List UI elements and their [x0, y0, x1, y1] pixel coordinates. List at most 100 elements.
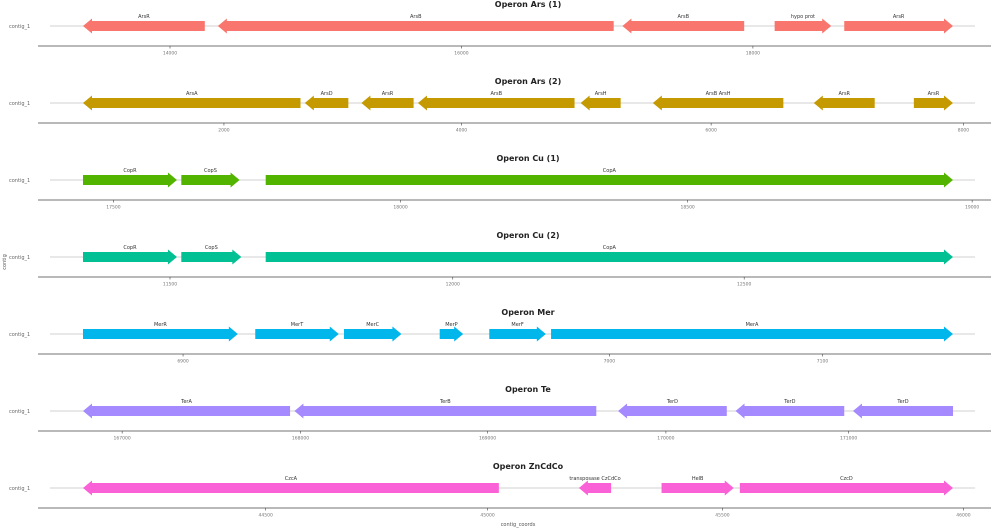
gene-label: HelB	[692, 476, 704, 482]
x-tick-label: 7000	[604, 359, 616, 365]
gene-arrow	[489, 326, 546, 342]
x-tick-label: 12500	[737, 282, 751, 288]
contig-label: contig_1	[9, 486, 30, 492]
gene-arrow	[844, 18, 953, 34]
x-tick-label: 18000	[393, 205, 407, 211]
panel-title: Operon Cu (1)	[496, 154, 559, 163]
x-tick-label: 11500	[163, 282, 177, 288]
gene-label: ArsH	[595, 91, 607, 97]
x-axis-title: contig_coords	[501, 522, 536, 528]
x-tick-label: 168000	[292, 436, 309, 442]
x-tick-label: 6000	[705, 128, 717, 134]
gene-label: ArsB	[410, 14, 422, 20]
x-tick-label: 18500	[680, 205, 694, 211]
gene-label: ArsR	[838, 91, 850, 97]
gene-label: CopS	[204, 168, 217, 174]
x-tick-label: 170000	[657, 436, 674, 442]
gene-arrow	[83, 249, 177, 265]
x-tick-label: 167000	[114, 436, 131, 442]
x-tick-label: 45500	[715, 513, 729, 519]
gene-arrow	[265, 249, 953, 265]
gene-arrow	[83, 95, 301, 111]
gene-label: TerB	[439, 399, 451, 405]
contig-label: contig_1	[9, 101, 30, 107]
x-tick-label: 14000	[163, 51, 177, 57]
x-tick-label: 46000	[956, 513, 970, 519]
gene-label: CzcA	[285, 476, 298, 482]
gene-arrow	[652, 95, 784, 111]
gene-label: ArsR	[138, 14, 150, 20]
gene-arrow	[551, 326, 953, 342]
gene-arrow	[304, 95, 349, 111]
gene-arrow	[83, 172, 177, 188]
contig-label: contig_1	[9, 24, 30, 30]
gene-label: MerA	[746, 322, 759, 328]
gene-label: TerD	[896, 399, 908, 405]
gene-arrow	[578, 480, 612, 496]
gene-arrow	[417, 95, 575, 111]
panel-title: Operon Mer	[501, 308, 554, 317]
gene-label: CopS	[205, 245, 218, 251]
y-axis-title: contig	[2, 254, 8, 270]
gene-arrow	[181, 249, 242, 265]
gene-arrow	[181, 172, 240, 188]
x-tick-label: 44500	[259, 513, 273, 519]
gene-label: ArsR	[893, 14, 905, 20]
x-tick-label: 8000	[958, 128, 970, 134]
panel-title: Operon Ars (2)	[495, 77, 561, 86]
x-tick-label: 17500	[106, 205, 120, 211]
gene-label: MerP	[445, 322, 457, 328]
x-tick-label: 171000	[840, 436, 857, 442]
panel-title: Operon Cu (2)	[496, 231, 559, 240]
x-tick-label: 169000	[479, 436, 496, 442]
x-tick-label: 2000	[218, 128, 230, 134]
gene-arrow	[294, 403, 597, 419]
gene-label: transposase CzCdCo	[569, 476, 620, 482]
gene-arrow	[622, 18, 745, 34]
panel-title: Operon Ars (1)	[495, 0, 561, 9]
gene-label: MerR	[154, 322, 167, 328]
gene-label: MerC	[366, 322, 379, 328]
gene-label: TerD	[783, 399, 795, 405]
gene-arrow	[735, 403, 845, 419]
x-tick-label: 7100	[817, 359, 829, 365]
gene-arrow	[852, 403, 953, 419]
x-tick-label: 19000	[965, 205, 979, 211]
contig-label: contig_1	[9, 178, 30, 184]
gene-label: CopR	[123, 168, 137, 174]
gene-label: CopA	[603, 168, 617, 174]
gene-arrow	[813, 95, 875, 111]
x-tick-label: 12000	[446, 282, 460, 288]
gene-arrow	[83, 326, 238, 342]
gene-arrow	[439, 326, 464, 342]
gene-arrow	[580, 95, 621, 111]
gene-label: ArsB ArsH	[706, 91, 731, 97]
gene-arrow	[618, 403, 727, 419]
gene-label: CopA	[603, 245, 617, 251]
gene-arrow	[774, 18, 832, 34]
gene-arrow	[913, 95, 953, 111]
gene-label: ArsD	[321, 91, 333, 97]
gene-arrow	[361, 95, 414, 111]
panel-title: Operon Te	[505, 385, 551, 394]
gene-label: hypo prot	[791, 14, 815, 20]
gene-label: TerA	[180, 399, 192, 405]
gene-label: MerT	[291, 322, 304, 328]
gene-arrow	[217, 18, 614, 34]
panel-title: Operon ZnCdCo	[493, 462, 564, 471]
x-tick-label: 6900	[177, 359, 189, 365]
x-tick-label: 16000	[454, 51, 468, 57]
gene-arrow	[83, 480, 499, 496]
gene-arrow	[739, 480, 953, 496]
contig-label: contig_1	[9, 332, 30, 338]
gene-label: ArsA	[186, 91, 198, 97]
gene-label: MerF	[511, 322, 523, 328]
gene-label: ArsR	[928, 91, 940, 97]
contig-label: contig_1	[9, 409, 30, 415]
gene-arrow	[344, 326, 402, 342]
gene-label: TerD	[666, 399, 678, 405]
gene-arrow	[83, 403, 291, 419]
gene-label: ArsB	[490, 91, 502, 97]
gene-label: CzcD	[840, 476, 853, 482]
